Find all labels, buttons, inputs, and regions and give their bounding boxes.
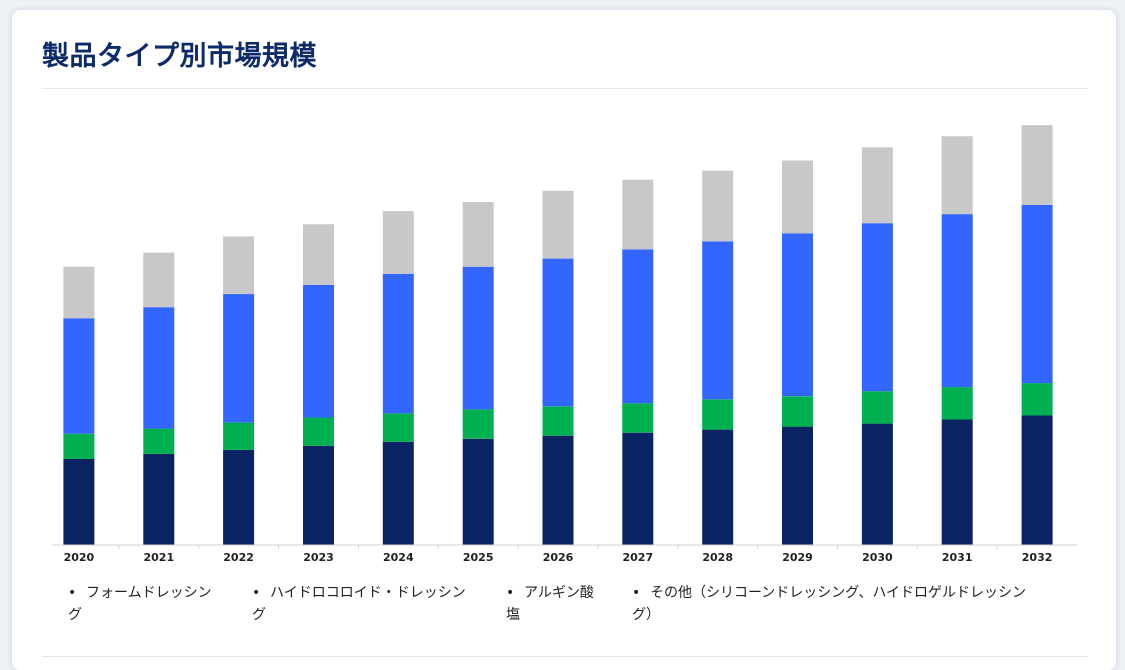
bar-segment-2027-s3 bbox=[622, 179, 654, 250]
bar-segment-2023-s0 bbox=[303, 445, 334, 545]
legend-label-alginate-line2: 塩 bbox=[506, 607, 520, 623]
bar-segment-2029-s1 bbox=[782, 396, 813, 427]
bar-segment-2031-s1 bbox=[941, 387, 973, 420]
bar-segment-2032-s3 bbox=[1021, 125, 1053, 205]
bar-segment-2026-s0 bbox=[542, 435, 574, 545]
legend-label-other-line1: その他（シリコーンドレッシング、ハイドロゲルドレッシン bbox=[650, 585, 1027, 601]
legend-label-alginate-line1: アルギン酸 bbox=[524, 585, 594, 601]
bar-segment-2020-s3 bbox=[63, 266, 95, 319]
x-tick-label-2030: 2030 bbox=[862, 551, 893, 564]
chart-card: 製品タイプ別市場規模 2020 2021 2022 2023 2024 2025 2026 2… bbox=[12, 10, 1116, 670]
bar-segment-2026-s3 bbox=[542, 190, 574, 259]
header-divider bbox=[42, 88, 1088, 89]
bar-segment-2022-s0 bbox=[223, 449, 255, 545]
x-tick-label-2026: 2026 bbox=[543, 551, 574, 564]
bar-segment-2028-s1 bbox=[702, 399, 734, 430]
bar-segment-2024-s1 bbox=[382, 413, 414, 442]
bar-segment-2030-s1 bbox=[861, 391, 893, 424]
bar-segment-2022-s2 bbox=[223, 294, 255, 423]
bar-segment-2029-s0 bbox=[782, 426, 813, 545]
legend-label-hydrocolloid-line2: グ bbox=[252, 607, 266, 623]
bar-segment-2028-s0 bbox=[702, 429, 734, 545]
bar-segment-2032-s0 bbox=[1021, 415, 1053, 545]
bar-segment-2032-s2 bbox=[1021, 205, 1053, 384]
legend-item-alginate: • アルギン酸 塩 bbox=[506, 582, 616, 626]
bar-group bbox=[63, 125, 1053, 546]
bar-segment-2024-s3 bbox=[382, 211, 414, 274]
bar-segment-2027-s1 bbox=[622, 403, 654, 433]
bar-segment-2030-s0 bbox=[861, 423, 893, 545]
legend-label-foam-line1: フォームドレッシン bbox=[86, 585, 212, 601]
x-tick-labels: 2020 2021 2022 2023 2024 2025 2026 2027 2028 2029… bbox=[64, 545, 1053, 564]
x-tick-label-2027: 2027 bbox=[622, 551, 653, 564]
bar-segment-2026-s1 bbox=[542, 406, 574, 436]
bar-segment-2028-s2 bbox=[702, 241, 734, 400]
x-tick-label-2024: 2024 bbox=[383, 551, 414, 564]
x-tick-label-2029: 2029 bbox=[782, 551, 813, 564]
chart-title: 製品タイプ別市場規模 bbox=[42, 41, 317, 72]
x-tick-label-2028: 2028 bbox=[702, 551, 733, 564]
x-tick-label-2032: 2032 bbox=[1022, 551, 1053, 564]
legend-bullet: • bbox=[632, 585, 641, 601]
bar-segment-2020-s1 bbox=[63, 433, 95, 459]
bar-segment-2020-s0 bbox=[63, 459, 95, 545]
bar-segment-2028-s3 bbox=[702, 170, 734, 242]
x-tick-label-2021: 2021 bbox=[143, 551, 174, 564]
chart-legend: • フォームドレッシン グ • ハイドロコロイド・ドレッシン グ • アルギン酸 塩 … bbox=[56, 582, 1096, 638]
bar-segment-2023-s3 bbox=[303, 224, 334, 285]
stacked-bar-chart: 2020 2021 2022 2023 2024 2025 2026 2027 2028 2029… bbox=[52, 125, 1077, 564]
bar-segment-2024-s0 bbox=[382, 441, 414, 545]
bar-segment-2030-s2 bbox=[861, 223, 893, 392]
legend-bullet: • bbox=[252, 585, 261, 601]
bar-segment-2021-s1 bbox=[143, 428, 175, 454]
bar-segment-2022-s3 bbox=[223, 236, 255, 295]
bar-segment-2024-s2 bbox=[382, 273, 414, 414]
bar-segment-2020-s2 bbox=[63, 318, 95, 434]
x-tick-label-2031: 2031 bbox=[942, 551, 973, 564]
x-tick-label-2020: 2020 bbox=[64, 551, 95, 564]
bar-segment-2029-s2 bbox=[782, 233, 813, 397]
legend-label-hydrocolloid-line1: ハイドロコロイド・ドレッシン bbox=[270, 585, 466, 601]
legend-label-foam-line2: グ bbox=[68, 607, 82, 623]
bar-segment-2029-s3 bbox=[782, 160, 813, 234]
bar-segment-2025-s3 bbox=[462, 202, 494, 267]
x-tick-label-2023: 2023 bbox=[303, 551, 334, 564]
legend-item-hydrocolloid: • ハイドロコロイド・ドレッシン グ bbox=[252, 582, 492, 626]
x-tick-label-2022: 2022 bbox=[223, 551, 254, 564]
bar-segment-2023-s2 bbox=[303, 284, 334, 418]
bar-segment-2026-s2 bbox=[542, 258, 574, 407]
bar-segment-2031-s2 bbox=[941, 214, 973, 388]
bar-segment-2021-s3 bbox=[143, 252, 175, 308]
bar-segment-2032-s1 bbox=[1021, 383, 1053, 416]
legend-label-other-line2: グ） bbox=[632, 607, 660, 623]
bar-segment-2031-s3 bbox=[941, 136, 973, 215]
legend-bullet: • bbox=[68, 585, 77, 601]
bar-segment-2021-s2 bbox=[143, 307, 175, 429]
bar-segment-2025-s0 bbox=[462, 438, 494, 546]
bar-segment-2023-s1 bbox=[303, 417, 334, 446]
bar-segment-2021-s0 bbox=[143, 453, 175, 545]
legend-item-foam: • フォームドレッシン グ bbox=[68, 582, 238, 626]
bar-segment-2027-s2 bbox=[622, 249, 654, 404]
bar-segment-2025-s2 bbox=[462, 266, 494, 410]
footer-divider bbox=[42, 656, 1088, 657]
bar-segment-2031-s0 bbox=[941, 419, 973, 545]
legend-bullet: • bbox=[506, 585, 515, 601]
bar-segment-2030-s3 bbox=[861, 147, 893, 224]
bar-segment-2027-s0 bbox=[622, 432, 654, 545]
x-tick-label-2025: 2025 bbox=[463, 551, 494, 564]
bar-segment-2025-s1 bbox=[462, 409, 494, 439]
bar-segment-2022-s1 bbox=[223, 422, 255, 450]
legend-item-other: • その他（シリコーンドレッシング、ハイドロゲルドレッシン グ） bbox=[632, 582, 1092, 626]
